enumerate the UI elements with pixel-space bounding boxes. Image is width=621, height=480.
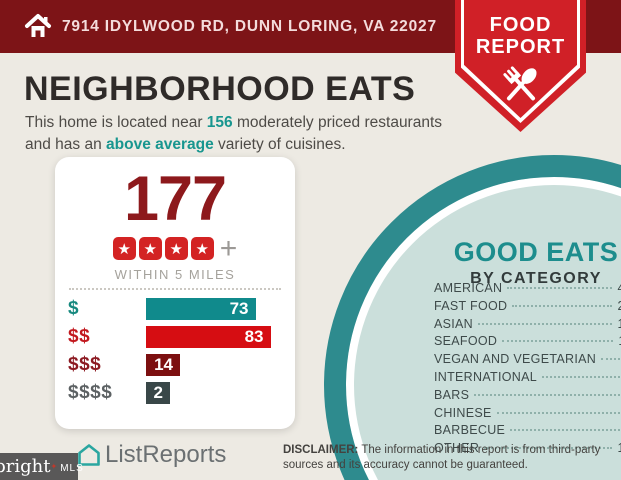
- category-row: BARS 8: [434, 388, 621, 406]
- category-name: AMERICAN: [434, 281, 503, 295]
- plus-sign: +: [219, 232, 238, 265]
- category-name: ASIAN: [434, 316, 474, 331]
- price-tier-label: $: [68, 298, 80, 319]
- property-address: 7914 IDYLWOOD RD, DUNN LORING, VA 22027: [62, 17, 437, 35]
- mls-wordmark: MLS: [60, 463, 84, 474]
- intro-prefix: This home is located near: [25, 114, 207, 131]
- restaurant-count-inline: 156: [206, 114, 233, 131]
- category-row: SEAFOOD 11: [434, 334, 621, 352]
- category-row: AMERICAN 44: [434, 281, 621, 299]
- dotted-leader: [478, 322, 613, 325]
- category-row: VEGAN AND VEGETARIAN 9: [434, 352, 621, 370]
- dotted-leader: [474, 393, 620, 396]
- category-value: 19: [617, 317, 621, 331]
- dotted-leader: [541, 375, 620, 378]
- price-tier-label: $$: [68, 326, 91, 347]
- dotted-leader: [484, 447, 613, 450]
- category-name: VEGAN AND VEGETARIAN: [434, 352, 597, 367]
- price-bar-row: $$$ 14: [55, 354, 295, 376]
- disclaimer-label: DISCLAIMER:: [283, 444, 359, 456]
- category-name: SEAFOOD: [434, 334, 498, 349]
- category-value: 11: [618, 334, 621, 348]
- price-tier-value: 83: [244, 327, 264, 346]
- price-bar-row: $$ 83: [55, 326, 295, 348]
- crossed-utensils-icon: [502, 66, 537, 101]
- category-value: 15: [617, 441, 621, 455]
- price-tier-label: $$$$: [68, 382, 113, 403]
- intro-middle: moderately priced restaurants and has an: [25, 114, 443, 154]
- intro-paragraph: This home is located near 156 moderately…: [25, 112, 445, 157]
- food-report-badge: FOOD REPORT: [455, 0, 586, 132]
- good-eats-circle: GOOD EATS BY CATEGORY AMERICAN 44 FAST F…: [324, 155, 621, 480]
- bright-star-icon: ✦: [50, 462, 58, 471]
- price-bar-chart: $ 73 $$ 83 $$$ 14: [55, 298, 295, 410]
- stars-row: ★ ★ ★ ★ +: [55, 232, 295, 265]
- restaurant-total: 177: [123, 164, 227, 234]
- category-value: 44: [617, 281, 621, 295]
- bright-wordmark: bright: [0, 455, 51, 477]
- star-icon: ★: [190, 237, 214, 260]
- category-name: BARBECUE: [434, 423, 506, 438]
- dotted-leader: [510, 429, 620, 432]
- price-tier-label: $$$: [68, 354, 102, 375]
- price-tier-value: 2: [153, 383, 163, 402]
- dotted-leader: [502, 340, 614, 343]
- star-icon: ★: [112, 237, 136, 260]
- intro-suffix: variety of cuisines.: [213, 136, 346, 154]
- category-row: CHINESE 8: [434, 406, 621, 424]
- listreports-wordmark: ListReports: [105, 441, 227, 468]
- star-icon: ★: [164, 237, 188, 260]
- radius-label: WITHIN 5 MILES: [114, 267, 236, 282]
- price-bar-row: $ 73: [55, 298, 295, 320]
- category-name: BARS: [434, 387, 470, 402]
- badge-line1: FOOD: [489, 14, 552, 36]
- listreports-logo: ListReports: [76, 441, 226, 469]
- category-list: AMERICAN 44 FAST FOOD 25 ASIAN 19: [434, 281, 621, 459]
- bright-mls-watermark: bright ✦ MLS: [0, 453, 83, 480]
- category-row: BARBECUE 5: [434, 423, 621, 441]
- above-average-highlight: above average: [106, 136, 214, 154]
- dotted-divider: [69, 288, 281, 290]
- good-eats-header: GOOD EATS BY CATEGORY: [386, 237, 621, 288]
- house-icon: [25, 14, 51, 37]
- dotted-leader: [496, 411, 620, 414]
- price-tier-bar: 14: [146, 354, 180, 376]
- price-tier-value: 14: [154, 355, 173, 374]
- price-tier-value: 73: [229, 299, 249, 318]
- listreports-house-icon: [78, 444, 100, 466]
- category-row: OTHER 15: [434, 441, 621, 459]
- badge-line2: REPORT: [475, 36, 566, 58]
- price-tier-bar: 2: [146, 382, 170, 404]
- category-row: FAST FOOD 25: [434, 299, 621, 317]
- good-eats-title: GOOD EATS: [453, 237, 619, 267]
- disclaimer-text: The information in this report is from t…: [283, 444, 601, 471]
- category-row: INTERNATIONAL 9: [434, 370, 621, 388]
- restaurant-stats-card: 177 ★ ★ ★ ★ + WITHIN 5 MILES $ 73 $$ 83: [55, 157, 295, 429]
- star-rating: ★ ★ ★ ★: [112, 237, 214, 260]
- category-name: OTHER: [434, 441, 480, 456]
- price-tier-bar: 73: [146, 298, 256, 320]
- category-value: 25: [617, 299, 621, 313]
- disclaimer: DISCLAIMER: The information in this repo…: [283, 443, 611, 473]
- price-tier-bar: 83: [146, 326, 271, 348]
- category-name: CHINESE: [434, 405, 492, 420]
- dotted-leader: [507, 287, 613, 289]
- dotted-leader: [512, 304, 613, 307]
- category-name: INTERNATIONAL: [434, 369, 537, 384]
- category-name: FAST FOOD: [434, 298, 508, 313]
- star-icon: ★: [138, 237, 162, 260]
- badge-title: FOOD REPORT: [455, 14, 586, 58]
- price-bar-row: $$$$ 2: [55, 382, 295, 404]
- page-title: NEIGHBORHOOD EATS: [24, 70, 416, 108]
- category-row: ASIAN 19: [434, 317, 621, 335]
- good-eats-subtitle: BY CATEGORY: [470, 270, 602, 287]
- dotted-leader: [601, 358, 620, 361]
